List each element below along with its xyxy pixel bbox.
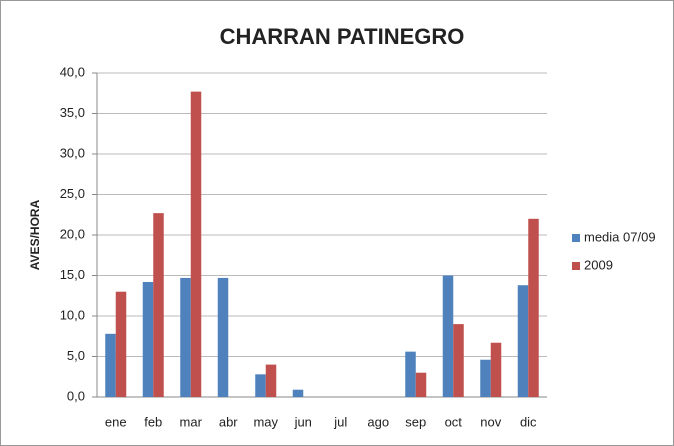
bar [442,275,454,397]
x-tick-label: sep [405,414,426,429]
bar [190,91,202,397]
bar [405,351,416,397]
y-tick-label: 40,0 [60,64,85,79]
x-tick-label: ago [367,414,389,429]
bar [105,333,116,397]
y-tick-label: 15,0 [60,267,85,282]
legend-swatch [572,234,580,242]
bar [490,342,502,397]
y-tick-label: 25,0 [60,186,85,201]
bar [480,359,491,397]
x-tick-label: jul [333,414,347,429]
x-tick-label: may [253,414,278,429]
bar [265,364,277,397]
y-tick-label: 30,0 [60,145,85,160]
x-tick-label: feb [144,414,162,429]
bar [180,277,191,397]
y-tick-label: 0,0 [67,388,85,403]
legend-label: media 07/09 [584,229,656,244]
bar [292,389,304,397]
y-tick-label: 35,0 [60,105,85,120]
legend-swatch [572,262,580,270]
x-tick-label: mar [180,414,203,429]
y-tick-label: 5,0 [67,348,85,363]
legend-label: 2009 [584,257,613,272]
bar [528,218,539,397]
bar [153,213,164,397]
x-tick-label: nov [480,414,501,429]
y-tick-label: 20,0 [60,226,85,241]
chart-title: CHARRAN PATINEGRO [220,24,465,49]
bar [415,372,427,397]
bar [255,374,266,397]
x-tick-label: jun [294,414,312,429]
x-tick-label: dic [520,414,537,429]
bar [453,324,464,397]
bar [142,281,154,397]
y-axis-label: AVES/HORA [28,199,42,270]
x-tick-label: oct [445,414,463,429]
bar [517,285,529,397]
y-tick-label: 10,0 [60,307,85,322]
bar [217,277,229,397]
x-tick-label: abr [219,414,238,429]
x-tick-label: ene [105,414,127,429]
bar [115,291,127,397]
